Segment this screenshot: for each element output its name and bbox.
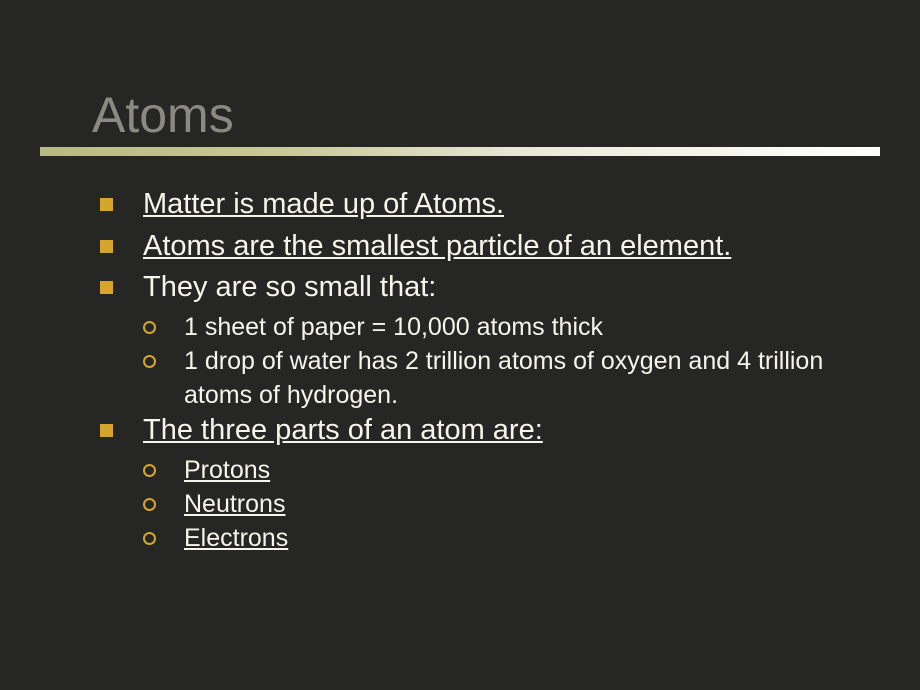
sub-bullet-item: 1 sheet of paper = 10,000 atoms thick (143, 311, 860, 345)
circle-bullet-icon (143, 321, 156, 334)
sub-bullet-item: 1 drop of water has 2 trillion atoms of … (143, 345, 860, 413)
circle-bullet-icon (143, 498, 156, 511)
square-bullet-icon (100, 281, 113, 294)
slide-content: Matter is made up of Atoms. Atoms are th… (100, 186, 860, 555)
square-bullet-icon (100, 198, 113, 211)
bullet-item: They are so small that: (100, 269, 860, 307)
sub-bullet-text: 1 drop of water has 2 trillion atoms of … (184, 345, 860, 413)
sub-bullet-item: Electrons (143, 522, 860, 556)
circle-bullet-icon (143, 464, 156, 477)
bullet-item: Atoms are the smallest particle of an el… (100, 228, 860, 266)
slide-title: Atoms (92, 86, 234, 144)
sub-bullet-item: Neutrons (143, 488, 860, 522)
slide: Atoms Matter is made up of Atoms. Atoms … (0, 0, 920, 690)
sub-bullet-text: Protons (184, 454, 270, 488)
bullet-item: The three parts of an atom are: (100, 412, 860, 450)
sub-list: Protons Neutrons Electrons (143, 454, 860, 555)
bullet-text: They are so small that: (143, 269, 436, 307)
sub-bullet-text: 1 sheet of paper = 10,000 atoms thick (184, 311, 603, 345)
square-bullet-icon (100, 240, 113, 253)
bullet-text: Atoms are the smallest particle of an el… (143, 228, 731, 266)
divider-line (40, 147, 880, 156)
sub-list: 1 sheet of paper = 10,000 atoms thick 1 … (143, 311, 860, 412)
square-bullet-icon (100, 424, 113, 437)
sub-bullet-text: Electrons (184, 522, 288, 556)
bullet-text: Matter is made up of Atoms. (143, 186, 504, 224)
circle-bullet-icon (143, 532, 156, 545)
sub-bullet-text: Neutrons (184, 488, 285, 522)
sub-bullet-item: Protons (143, 454, 860, 488)
circle-bullet-icon (143, 355, 156, 368)
bullet-item: Matter is made up of Atoms. (100, 186, 860, 224)
bullet-text: The three parts of an atom are: (143, 412, 543, 450)
